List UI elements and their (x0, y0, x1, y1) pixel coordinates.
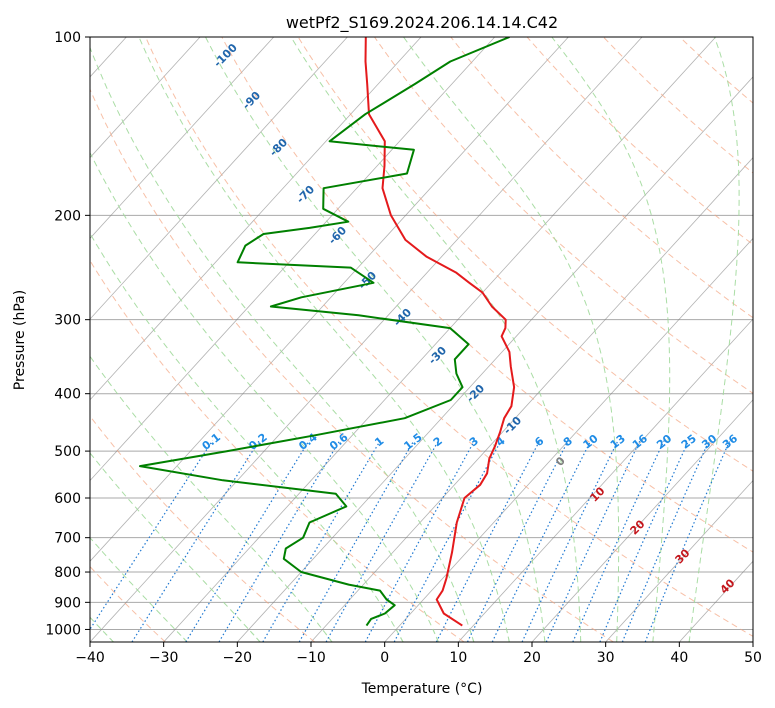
y-tick-label: 1000 (45, 622, 81, 638)
x-tick-label: 30 (597, 650, 615, 666)
mixing-ratio-line (435, 440, 541, 642)
dry-adiabat-line (603, 37, 753, 174)
isotherm-line (384, 237, 753, 642)
y-tick-label: 500 (54, 444, 81, 460)
x-tick-label: 10 (449, 650, 467, 666)
mixing-ratio-line (545, 440, 641, 642)
moist-adiabat-line (90, 46, 475, 642)
y-tick-label: 900 (54, 595, 81, 611)
moist-adiabat-line (688, 37, 740, 642)
isotherm-line (90, 37, 275, 239)
moist-adiabat-lines (90, 37, 740, 642)
isotherm-line (605, 479, 753, 642)
x-tick-label: −30 (149, 650, 179, 666)
mixing-ratio-line (572, 440, 665, 642)
x-tick-label: −10 (296, 650, 326, 666)
mixing-ratio-line (185, 440, 310, 642)
x-tick-label: 20 (523, 650, 541, 666)
y-tick-label: 100 (54, 30, 81, 46)
y-tick-label: 800 (54, 565, 81, 581)
dry-adiabat-line (297, 37, 753, 472)
y-tick-label: 200 (54, 208, 81, 224)
x-axis-label: Temperature (°C) (361, 681, 483, 697)
y-axis-label: Pressure (hPa) (12, 290, 28, 390)
dry-adiabat-line (526, 37, 753, 246)
isobar-grid (90, 37, 753, 630)
isotherm-line (163, 37, 717, 642)
x-tick-label: 0 (380, 650, 389, 666)
isotherm-lines (90, 37, 753, 642)
moist-adiabat-line (290, 37, 582, 642)
isotherm-line (90, 37, 201, 159)
plot-frame (89, 36, 754, 643)
y-tick-label: 300 (54, 313, 81, 329)
isotherm-line (90, 37, 496, 482)
isotherm-line (237, 76, 753, 642)
x-tick-label: 50 (744, 650, 762, 666)
x-tick-label: 40 (670, 650, 688, 666)
moist-adiabat-line (205, 37, 546, 642)
temperature-line (364, 37, 516, 627)
mixing-ratio-line (644, 440, 731, 642)
isotherm-line (310, 157, 753, 642)
plot-area: 0.1 0.2 0.4 0.6 1 1.5 2 3 4 6 8 10 13 16 20 25 30 36-100-… (90, 37, 753, 642)
mixing-ratio-line (466, 440, 569, 642)
isotherm-line (90, 37, 422, 401)
isotherm-line (90, 37, 643, 642)
dry-adiabat-line (374, 37, 753, 394)
y-tick-label: 700 (54, 531, 81, 547)
moist-adiabat-line (90, 151, 439, 642)
y-axis: 100 200 300 400 500 600 700 800 900 1000 (45, 30, 90, 638)
mixing-ratio-line (298, 440, 415, 642)
dry-adiabat-line (90, 415, 316, 642)
y-tick-label: 600 (54, 491, 81, 507)
mixing-ratio-line (599, 440, 690, 642)
chart-title: wetPf2_S169.2024.206.14.14.C42 (286, 13, 558, 33)
moist-adiabat-line (138, 37, 510, 642)
mixing-ratio-line (262, 440, 381, 642)
moist-adiabat-line (551, 37, 671, 642)
mixing-ratio-line (521, 440, 619, 642)
x-axis: −40 −30 −20 −10 0 10 20 30 40 50 (75, 642, 762, 666)
isotherm-line (458, 318, 753, 642)
mixing-ratio-line (621, 440, 710, 642)
isotherm-line (90, 37, 348, 320)
profile-series (139, 37, 516, 627)
mixing-ratio-line (491, 440, 592, 642)
x-tick-label: −20 (223, 650, 253, 666)
dewpoint-line (139, 37, 510, 627)
mixing-ratio-line (218, 440, 341, 642)
y-tick-label: 400 (54, 387, 81, 403)
moist-adiabat-line (90, 232, 404, 642)
x-tick-label: −40 (75, 650, 105, 666)
dry-adiabat-line (145, 37, 753, 637)
dry-adiabat-line (90, 88, 614, 642)
moist-adiabat-line (403, 37, 620, 642)
isotherm-line (531, 399, 753, 642)
mixing-ratio-lines (90, 440, 731, 642)
isotherm-line (90, 37, 569, 562)
